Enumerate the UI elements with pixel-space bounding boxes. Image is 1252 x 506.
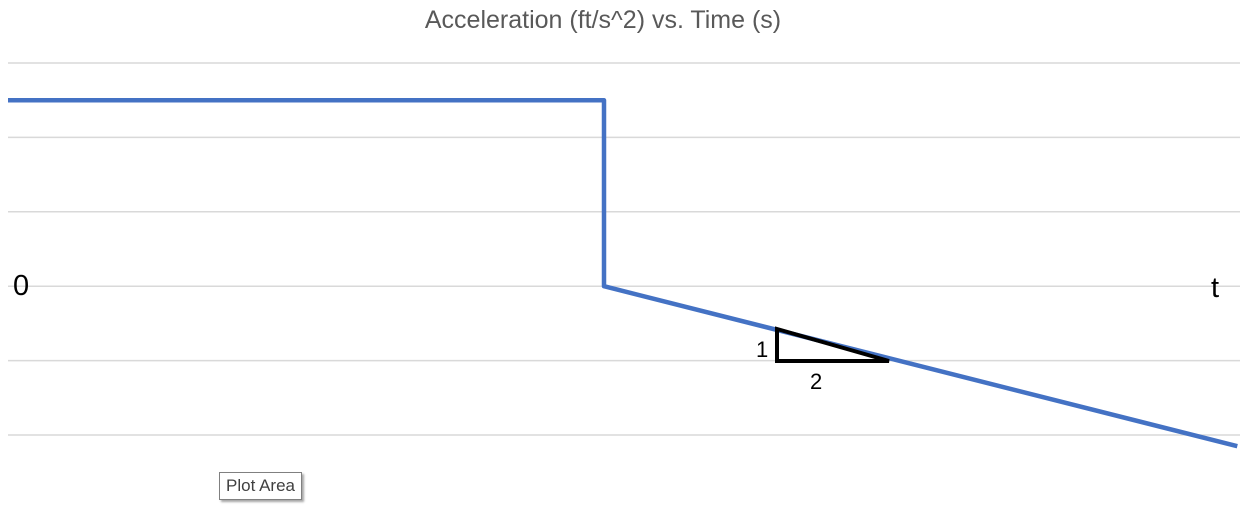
plot-area-tooltip: Plot Area bbox=[219, 472, 302, 500]
slope-run-label: 2 bbox=[810, 369, 822, 394]
origin-label: 0 bbox=[13, 270, 29, 302]
series-line-0[interactable] bbox=[8, 97, 1238, 449]
x-axis-label: t bbox=[1211, 272, 1219, 304]
gridlines bbox=[8, 62, 1240, 436]
slope-triangle bbox=[775, 326, 890, 363]
chart-title: Acceleration (ft/s^2) vs. Time (s) bbox=[424, 6, 782, 34]
series-layer bbox=[8, 97, 1238, 449]
slope-triangle-shape bbox=[775, 326, 890, 363]
slope-rise-label: 1 bbox=[756, 337, 768, 362]
